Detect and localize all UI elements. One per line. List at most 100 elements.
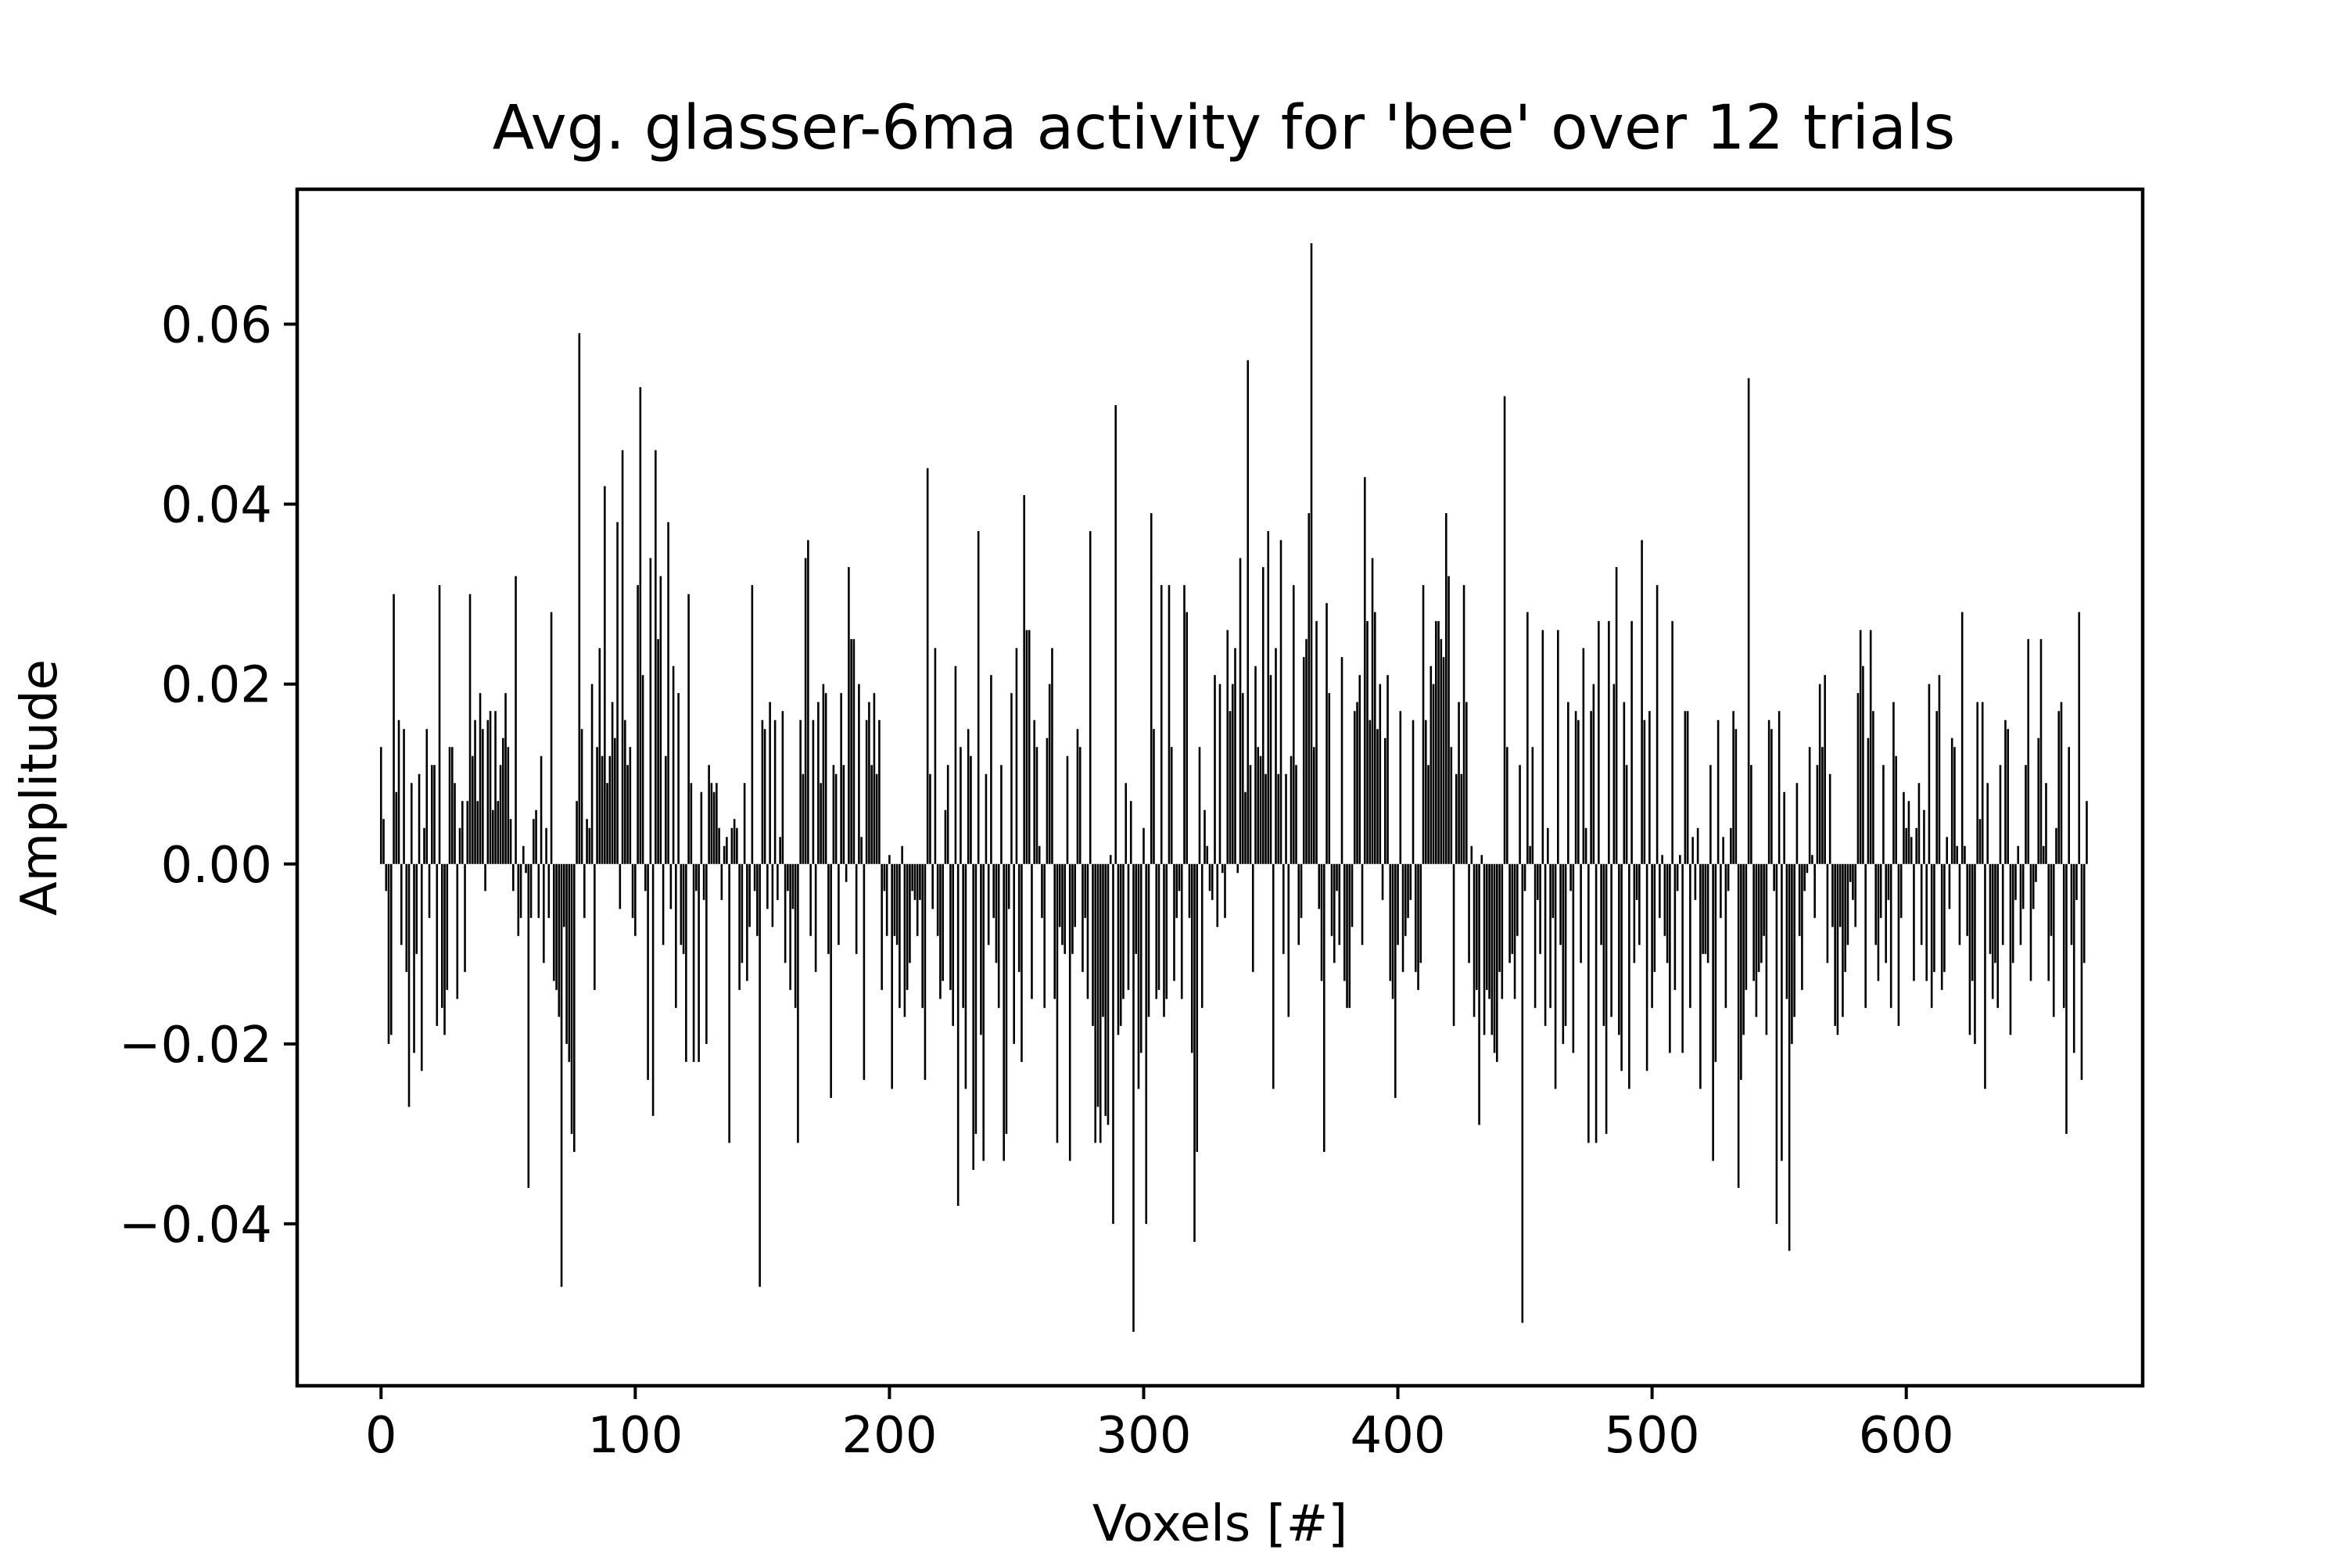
bar [1338, 863, 1341, 945]
bar [1071, 863, 1074, 954]
bar [1702, 863, 1704, 954]
bar [1117, 863, 1120, 1035]
bar [1569, 863, 1572, 892]
bar [1557, 630, 1559, 864]
bar [1125, 783, 1128, 864]
bar [1559, 863, 1562, 945]
bar [827, 863, 830, 954]
bar [2017, 845, 2020, 864]
bar [420, 863, 423, 1071]
bar [1720, 863, 1722, 918]
bar [1003, 863, 1005, 1161]
bar [484, 863, 486, 892]
bar [1025, 630, 1028, 864]
bar [1308, 513, 1311, 864]
bar [1628, 863, 1630, 1089]
bar [1598, 621, 1600, 864]
bar [1747, 378, 1750, 864]
bar [1521, 863, 1524, 1323]
bar [1061, 863, 1064, 945]
bar [397, 719, 400, 864]
bar [1737, 863, 1740, 1188]
bar [1968, 863, 1971, 1035]
bar [1048, 684, 1051, 864]
bar [1813, 863, 1816, 918]
bar [1183, 585, 1186, 864]
bar [860, 837, 863, 864]
bar [407, 863, 411, 1107]
bar [1856, 693, 1860, 864]
bar [1956, 845, 1958, 864]
bar [1119, 863, 1122, 1026]
bar [1429, 666, 1433, 864]
bar [1582, 648, 1585, 864]
bar [468, 594, 472, 864]
bar [1056, 863, 1059, 1143]
bar [509, 819, 512, 864]
bar [1493, 863, 1496, 1053]
bar [1160, 585, 1163, 864]
bar [804, 558, 807, 864]
bar [705, 863, 708, 1044]
bar [2068, 747, 2071, 864]
bar [1795, 783, 1799, 864]
bar [672, 666, 675, 864]
bar [1943, 863, 1946, 972]
bar [682, 863, 685, 954]
bar [1821, 747, 1824, 864]
bar [1635, 863, 1638, 900]
bar [436, 863, 439, 1026]
bar [1775, 863, 1778, 1224]
bar [1935, 711, 1938, 864]
bar [1257, 747, 1260, 864]
bar [1343, 863, 1346, 981]
bar [1608, 621, 1610, 864]
bar [1000, 765, 1003, 864]
bar [456, 863, 459, 999]
bar [450, 747, 454, 864]
bar [1435, 621, 1437, 864]
bar [1734, 729, 1738, 864]
bar [845, 863, 848, 882]
bar [1612, 684, 1616, 864]
x-tick-label: 200 [841, 1407, 937, 1465]
bar [883, 863, 886, 892]
bar [1783, 791, 1785, 864]
bar [926, 468, 929, 864]
bar [850, 639, 852, 864]
bar [1577, 719, 1580, 864]
bar [1838, 863, 1842, 928]
bar [1620, 863, 1623, 1071]
bar [1696, 827, 1699, 864]
bar [1706, 863, 1709, 963]
bar [1651, 863, 1653, 1008]
bar [1109, 855, 1112, 864]
bar [1023, 495, 1025, 864]
bar [1940, 863, 1943, 990]
bar [662, 863, 665, 945]
bar [1824, 675, 1826, 864]
bar [939, 863, 942, 999]
bar [433, 765, 436, 864]
bar [901, 845, 903, 864]
bar [1058, 863, 1061, 928]
bar [1139, 863, 1143, 1053]
bar [1137, 863, 1140, 1089]
bar [956, 863, 960, 1206]
bar [936, 863, 939, 936]
bar [502, 737, 504, 864]
bar [1155, 863, 1158, 999]
bar [547, 863, 551, 918]
bar [1325, 603, 1328, 864]
bar [389, 863, 393, 1035]
bar [1277, 773, 1280, 864]
y-axis-label: Amplitude [11, 659, 69, 916]
bar [1618, 863, 1620, 1035]
bar [1104, 863, 1107, 1116]
bar [1877, 863, 1880, 981]
bar [838, 863, 840, 945]
bar [1363, 477, 1366, 864]
bar [1694, 863, 1697, 900]
bar [746, 863, 748, 981]
bar [1404, 863, 1407, 936]
